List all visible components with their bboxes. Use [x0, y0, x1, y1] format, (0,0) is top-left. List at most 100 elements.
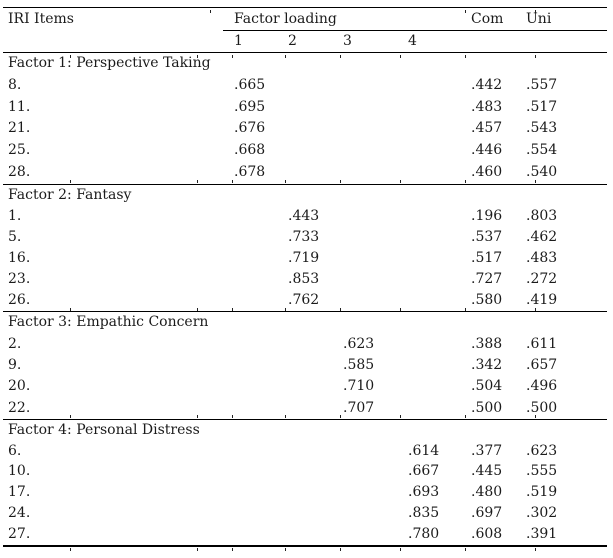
uniqueness-value: .803	[526, 207, 558, 224]
item-number: 25.	[8, 142, 31, 159]
cell-boundary-tick	[197, 307, 198, 311]
cell-boundary-tick	[465, 548, 466, 552]
communality-value: .580	[471, 292, 503, 309]
header-bottom-rule	[3, 52, 607, 58]
factor-loading-value	[408, 162, 471, 184]
table-row: 9. .585 .342 .657	[0, 355, 613, 376]
factor-loading-value	[408, 75, 471, 97]
factor-1-column-header: 1	[234, 33, 243, 49]
item-number: 23.	[8, 271, 31, 288]
communality-value: .388	[471, 335, 503, 352]
factor-loading-value	[288, 482, 343, 503]
communality-value: .445	[471, 463, 503, 480]
factor-loading-value	[234, 334, 288, 355]
cell-boundary-tick	[465, 54, 466, 58]
communality-value: .537	[471, 228, 503, 245]
cell-boundary-tick	[340, 548, 341, 552]
communality-value: .377	[471, 442, 503, 459]
factor-loading-value: .614	[408, 442, 440, 459]
factor-loading-value: .668	[234, 142, 266, 159]
section-label: Factor 3: Empathic Concern	[8, 314, 209, 331]
factor-loading-value	[288, 140, 343, 162]
cell-boundary-tick	[232, 180, 233, 184]
uniqueness-value: .272	[526, 271, 558, 288]
cell-boundary-tick	[535, 180, 536, 184]
table-row: 22. .707 .500 .500	[0, 398, 613, 419]
cell-boundary-tick	[535, 54, 536, 58]
table-row: 23. .853 .727 .272	[0, 269, 613, 290]
uniqueness-value: .555	[526, 463, 558, 480]
factor-loading-value: .695	[234, 98, 266, 115]
uniqueness-value: .540	[526, 163, 558, 180]
factor-loading-value	[288, 118, 343, 140]
cell-boundary-tick	[232, 548, 233, 552]
factor-loading-value	[343, 441, 408, 462]
item-number: 5.	[8, 228, 22, 245]
communality-value: .727	[471, 271, 503, 288]
factor-loading-value	[234, 290, 288, 311]
section-label: Factor 1: Perspective Taking	[8, 55, 211, 71]
uniqueness-value: .483	[526, 250, 558, 267]
communality-value: .697	[471, 505, 503, 522]
factor-loading-value	[343, 206, 408, 227]
factor-loading-value	[288, 334, 343, 355]
item-number: 9.	[8, 356, 22, 373]
communality-value: .480	[471, 484, 503, 501]
factor-loading-value	[408, 227, 471, 248]
item-number: 21.	[8, 120, 31, 137]
cell-boundary-tick	[340, 307, 341, 311]
uniqueness-value: .554	[526, 142, 558, 159]
factor-loading-value	[234, 376, 288, 397]
factor-loading-value: .678	[234, 163, 266, 180]
cell-boundary-tick	[197, 180, 198, 184]
factor-loading-value	[408, 140, 471, 162]
cell-boundary-tick	[232, 54, 233, 58]
section-divider-rule	[3, 180, 607, 185]
item-number: 6.	[8, 442, 22, 459]
factor-loading-value	[408, 355, 471, 376]
table-row: 16. .719 .517 .483	[0, 248, 613, 269]
table-bottom-rule	[3, 544, 607, 552]
cell-boundary-tick	[70, 307, 71, 311]
item-number: 20.	[8, 378, 31, 395]
factor-loading-value	[343, 524, 408, 545]
factor-loading-value	[288, 162, 343, 184]
cell-boundary-tick	[400, 180, 401, 184]
factor-loading-value	[408, 269, 471, 290]
uniqueness-value: .543	[526, 120, 558, 137]
table-top-rule	[3, 7, 607, 13]
table-row: 24. .835 .697 .302	[0, 503, 613, 524]
communality-column-header: Com	[471, 11, 504, 27]
cell-boundary-tick	[400, 415, 401, 419]
cell-boundary-tick	[340, 415, 341, 419]
factor-loading-value	[408, 97, 471, 119]
communality-value: .442	[471, 76, 503, 93]
uniqueness-value: .462	[526, 228, 558, 245]
factor-loading-value: .623	[343, 335, 375, 352]
factor-loading-value	[234, 524, 288, 545]
uniqueness-value: .496	[526, 378, 558, 395]
factor-loading-value	[234, 269, 288, 290]
uniqueness-value: .419	[526, 292, 558, 309]
communality-value: .457	[471, 120, 503, 137]
factor-loading-value: .733	[288, 228, 320, 245]
item-number: 24.	[8, 505, 31, 522]
factor-loading-value: .665	[234, 76, 266, 93]
factor-loading-group-header: Factor loading	[234, 11, 337, 27]
item-number: 27.	[8, 525, 31, 542]
cell-boundary-tick	[197, 415, 198, 419]
item-number: 28.	[8, 163, 31, 180]
cell-boundary-tick	[197, 54, 198, 58]
factor-section: Factor 1: Perspective Taking 8. .665 .44…	[0, 53, 613, 184]
table-row: 25. .668 .446 .554	[0, 140, 613, 162]
factor-loading-value	[343, 248, 408, 269]
cell-boundary-tick	[285, 415, 286, 419]
table-row: 10. .667 .445 .555	[0, 461, 613, 482]
factor-loading-value	[408, 206, 471, 227]
uniqueness-value: .302	[526, 505, 558, 522]
item-number: 16.	[8, 250, 31, 267]
communality-value: .517	[471, 250, 503, 267]
table-row: 27. .780 .608 .391	[0, 524, 613, 545]
factor-loading-value	[408, 398, 471, 419]
factor-loading-value: .853	[288, 271, 320, 288]
